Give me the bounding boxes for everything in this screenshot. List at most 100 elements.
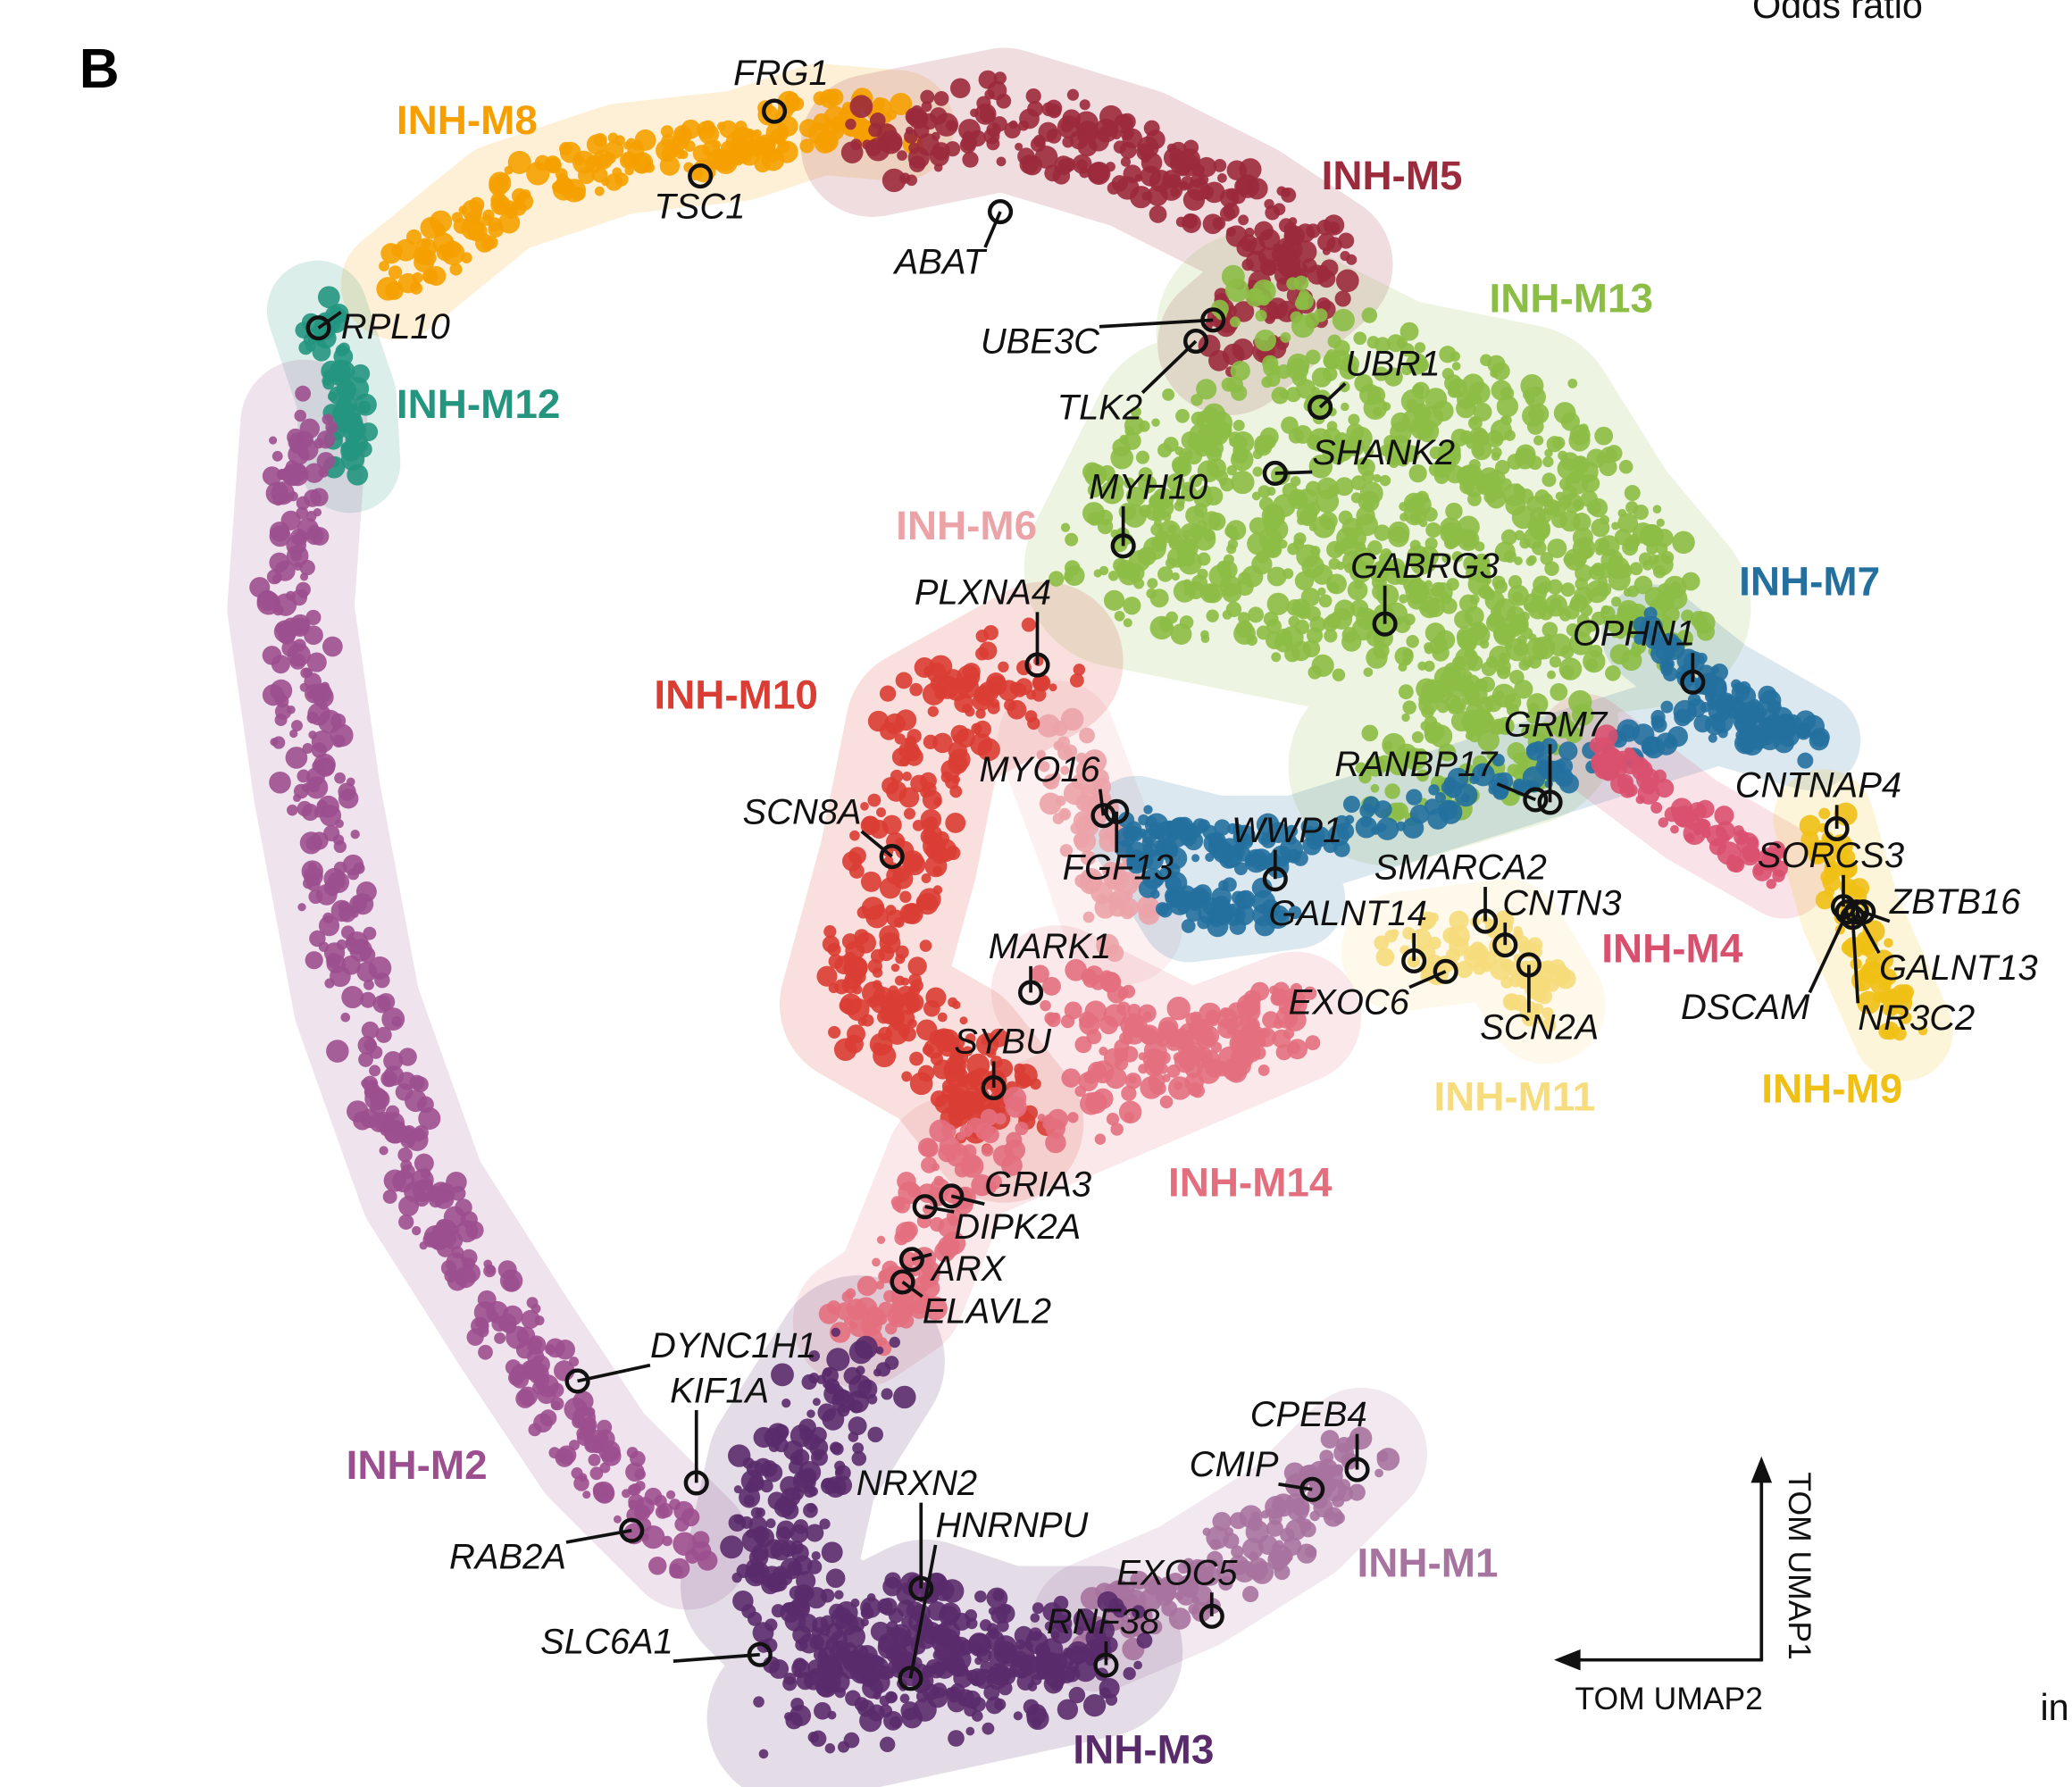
node (886, 110, 897, 121)
node (983, 128, 1000, 145)
node (974, 1590, 987, 1603)
node (1273, 981, 1290, 999)
node (592, 1482, 609, 1499)
node (891, 1019, 904, 1031)
node (1282, 262, 1297, 277)
node (775, 140, 798, 163)
node (1388, 521, 1410, 544)
node (712, 140, 722, 149)
node (996, 1619, 1009, 1633)
node (294, 409, 307, 422)
node (1717, 728, 1728, 739)
node (327, 871, 350, 894)
node (925, 987, 947, 1008)
node (884, 1356, 899, 1370)
node (1203, 583, 1224, 604)
gene-label: PLXNA4 (915, 573, 1051, 613)
node (1178, 821, 1191, 834)
node (1384, 441, 1403, 461)
node (1223, 1532, 1240, 1549)
node (317, 286, 340, 309)
node (790, 1451, 804, 1466)
node (1365, 756, 1387, 777)
node (632, 139, 643, 151)
node (1249, 517, 1267, 535)
node (1266, 566, 1287, 587)
node (809, 1634, 824, 1650)
node (1221, 377, 1236, 392)
gene-marker (898, 1666, 923, 1691)
node (1059, 809, 1070, 820)
node (1672, 530, 1695, 555)
gene-label: SCN2A (1480, 1007, 1599, 1047)
node (361, 1079, 370, 1088)
leader-line (1098, 789, 1106, 816)
node (1441, 780, 1457, 795)
node (1558, 741, 1578, 761)
node (1066, 88, 1080, 101)
node (1124, 1073, 1142, 1090)
node (827, 1710, 837, 1720)
node (1128, 826, 1143, 842)
node (1503, 993, 1519, 1008)
node (1025, 88, 1041, 104)
node (398, 1214, 414, 1230)
node (358, 1052, 373, 1067)
node (1060, 1015, 1075, 1029)
node (1350, 475, 1366, 491)
node (505, 1359, 522, 1375)
node (1204, 486, 1224, 506)
gene-marker (939, 1183, 965, 1209)
node (1361, 724, 1379, 742)
node (1358, 458, 1375, 477)
node (1202, 213, 1224, 235)
node (1572, 498, 1585, 511)
node (1091, 1619, 1115, 1642)
node (883, 1710, 903, 1731)
node (785, 1712, 803, 1730)
node (435, 1182, 455, 1203)
node (1018, 1654, 1040, 1675)
node (349, 906, 359, 914)
node (962, 703, 972, 714)
node (1558, 712, 1571, 723)
node (862, 139, 873, 150)
node (1103, 867, 1124, 889)
node (474, 1317, 485, 1328)
node (308, 731, 317, 739)
node (1304, 1546, 1317, 1558)
node (1067, 1659, 1079, 1672)
node (1591, 754, 1604, 766)
node (1497, 665, 1511, 680)
node (1123, 597, 1141, 615)
node (288, 443, 310, 466)
node (1491, 380, 1512, 401)
gene-marker (981, 1074, 1007, 1101)
node (368, 1079, 378, 1089)
node (1266, 592, 1290, 615)
node (1004, 1139, 1025, 1161)
node (1175, 408, 1190, 423)
node (809, 1438, 829, 1457)
node (993, 71, 1007, 85)
node (1491, 452, 1500, 462)
node (1032, 674, 1049, 692)
node (1568, 689, 1592, 714)
node (819, 1518, 831, 1530)
node (1027, 100, 1044, 117)
node (945, 775, 959, 789)
node (1481, 661, 1497, 677)
node (1113, 1603, 1127, 1618)
node (1547, 670, 1556, 680)
node (1293, 532, 1307, 546)
node (1175, 216, 1187, 228)
node (1051, 1012, 1061, 1021)
node (353, 862, 365, 874)
node (1257, 485, 1271, 498)
node (1374, 366, 1389, 381)
node (1067, 1112, 1079, 1123)
node (1541, 1006, 1554, 1020)
node (1049, 571, 1065, 587)
node (1275, 909, 1288, 923)
node (884, 1691, 898, 1704)
